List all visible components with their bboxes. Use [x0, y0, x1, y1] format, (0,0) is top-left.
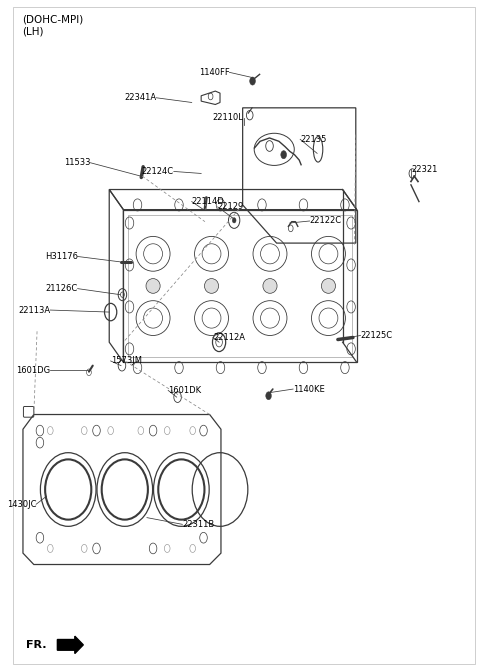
Text: 22124C: 22124C — [142, 167, 174, 176]
Text: 1573JM: 1573JM — [111, 356, 142, 366]
Text: 1140KE: 1140KE — [293, 384, 325, 394]
Text: 22125C: 22125C — [360, 331, 393, 340]
Ellipse shape — [322, 278, 336, 293]
Circle shape — [232, 217, 236, 223]
Text: 22110L: 22110L — [213, 113, 243, 122]
Text: 22311B: 22311B — [182, 520, 215, 529]
Text: 1140FF: 1140FF — [199, 68, 229, 77]
Text: 22112A: 22112A — [213, 333, 245, 342]
Ellipse shape — [263, 278, 277, 293]
Text: 22135: 22135 — [300, 135, 326, 144]
Circle shape — [266, 392, 271, 400]
Text: 22114D: 22114D — [192, 197, 225, 206]
Text: (DOHC-MPI): (DOHC-MPI) — [22, 14, 83, 24]
Text: 22129: 22129 — [217, 203, 244, 211]
Text: 1430JC: 1430JC — [7, 500, 36, 509]
Text: 22122C: 22122C — [310, 217, 342, 225]
Text: FR.: FR. — [26, 640, 46, 650]
Text: H31176: H31176 — [45, 252, 78, 261]
Ellipse shape — [146, 278, 160, 293]
Text: 22113A: 22113A — [18, 305, 50, 315]
Text: 1601DK: 1601DK — [168, 386, 201, 395]
Ellipse shape — [204, 278, 218, 293]
Text: 11533: 11533 — [64, 158, 90, 167]
Text: 22341A: 22341A — [124, 93, 156, 102]
Text: 1601DG: 1601DG — [16, 366, 50, 375]
Text: 21126C: 21126C — [46, 284, 78, 293]
FancyArrow shape — [58, 636, 84, 654]
Text: 22321: 22321 — [411, 165, 437, 174]
Circle shape — [250, 77, 255, 85]
Text: (LH): (LH) — [22, 26, 44, 36]
Circle shape — [281, 151, 287, 159]
